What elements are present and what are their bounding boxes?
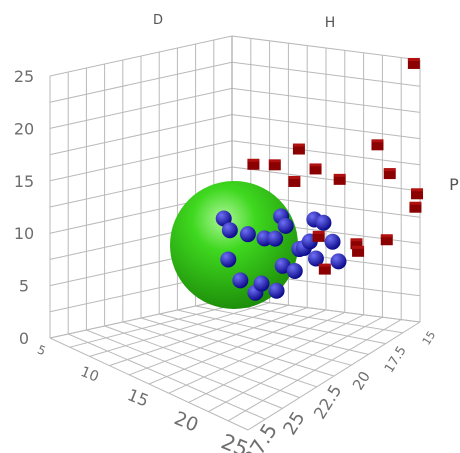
- grid-line-floor-v: [168, 311, 346, 394]
- grid-line-right-wall-horizontal: [231, 166, 421, 192]
- axis-letters: D H P: [153, 13, 459, 194]
- red-cube-point: [309, 163, 322, 175]
- grid-line-right-wall-horizontal: [231, 114, 421, 140]
- data-points: [215, 57, 424, 301]
- grid-line-right-wall-horizontal: [231, 140, 421, 166]
- red-cube-point: [312, 230, 325, 242]
- grid-line-floor-u: [68, 333, 266, 420]
- grid-line-floor-u: [86, 329, 283, 409]
- vertical-tick-label: 25: [14, 67, 34, 86]
- grid-line-left-wall-horizontal: [49, 166, 233, 208]
- red-cube-point: [333, 173, 346, 185]
- blue-point: [307, 250, 324, 267]
- vertical-tick-label: 10: [14, 224, 34, 243]
- red-cube-point: [350, 238, 363, 250]
- grid-line-right-wall-horizontal: [231, 61, 421, 87]
- red-cube-point: [409, 201, 422, 213]
- red-cube-point: [411, 188, 424, 200]
- grid-line-left-wall-horizontal: [49, 61, 233, 103]
- left-depth-tick-label: 15: [125, 385, 152, 410]
- red-cube-point: [268, 159, 281, 171]
- grid-line-left-wall-horizontal: [49, 114, 233, 156]
- blue-point: [324, 233, 341, 250]
- vertical-tick-label: 15: [14, 172, 34, 191]
- axis-letter-d: D: [153, 13, 163, 28]
- blue-point: [220, 251, 237, 268]
- grid-line-left-wall-horizontal: [49, 87, 233, 129]
- red-cube-point: [380, 234, 393, 246]
- grid-line-floor-v: [247, 321, 421, 431]
- right-depth-tick-label: 17.5: [382, 344, 410, 376]
- red-cube-point: [407, 57, 420, 69]
- grid-line-floor-u: [104, 325, 300, 399]
- grid-line-left-wall-horizontal: [49, 35, 233, 77]
- blue-point: [330, 253, 347, 270]
- red-cube-point: [371, 139, 384, 151]
- right-depth-tick-label: 20: [350, 368, 374, 393]
- right-depth-tick-label: 25: [279, 408, 309, 439]
- blue-point: [215, 210, 232, 227]
- grid-line-floor-u: [122, 321, 317, 388]
- grid-line-floor-v: [227, 319, 402, 422]
- grid-line-right-wall-horizontal: [231, 87, 421, 113]
- vertical-tick-label: 5: [19, 277, 29, 296]
- vertical-tick-label: 0: [19, 329, 29, 348]
- axis-letter-h: H: [325, 15, 336, 31]
- blue-point: [221, 222, 238, 239]
- left-depth-tick-label: 20: [171, 408, 201, 436]
- red-cube-point: [383, 168, 396, 180]
- grid-line-floor-v: [208, 316, 383, 413]
- blue-point: [277, 217, 294, 234]
- grid-line-floor-v: [188, 314, 364, 403]
- blue-point: [274, 257, 291, 274]
- grid-line-floor-v: [148, 309, 327, 385]
- red-cube-point: [292, 143, 305, 155]
- blue-point: [268, 282, 285, 299]
- red-cube-point: [318, 263, 331, 275]
- right-depth-tick-label: 15: [420, 329, 438, 348]
- red-cube-point: [288, 175, 301, 187]
- left-depth-tick-label: 25: [218, 429, 252, 453]
- blue-point: [315, 214, 332, 231]
- red-cube-point: [352, 245, 365, 257]
- red-cube-point: [247, 158, 260, 170]
- grid: [49, 35, 421, 431]
- grid-line-left-wall-horizontal: [49, 140, 233, 182]
- axis-letter-p: P: [449, 175, 459, 194]
- blue-point: [267, 230, 284, 247]
- left-depth-tick-label: 10: [78, 364, 101, 386]
- vertical-tick-label: 20: [14, 119, 34, 138]
- grid-line-floor-u: [49, 337, 249, 431]
- blue-point: [232, 272, 249, 289]
- blue-point: [286, 263, 303, 279]
- blue-point: [253, 275, 270, 292]
- left-depth-tick-label: 5: [35, 342, 47, 358]
- grid-line-right-wall-horizontal: [231, 35, 421, 61]
- blue-point: [239, 226, 256, 243]
